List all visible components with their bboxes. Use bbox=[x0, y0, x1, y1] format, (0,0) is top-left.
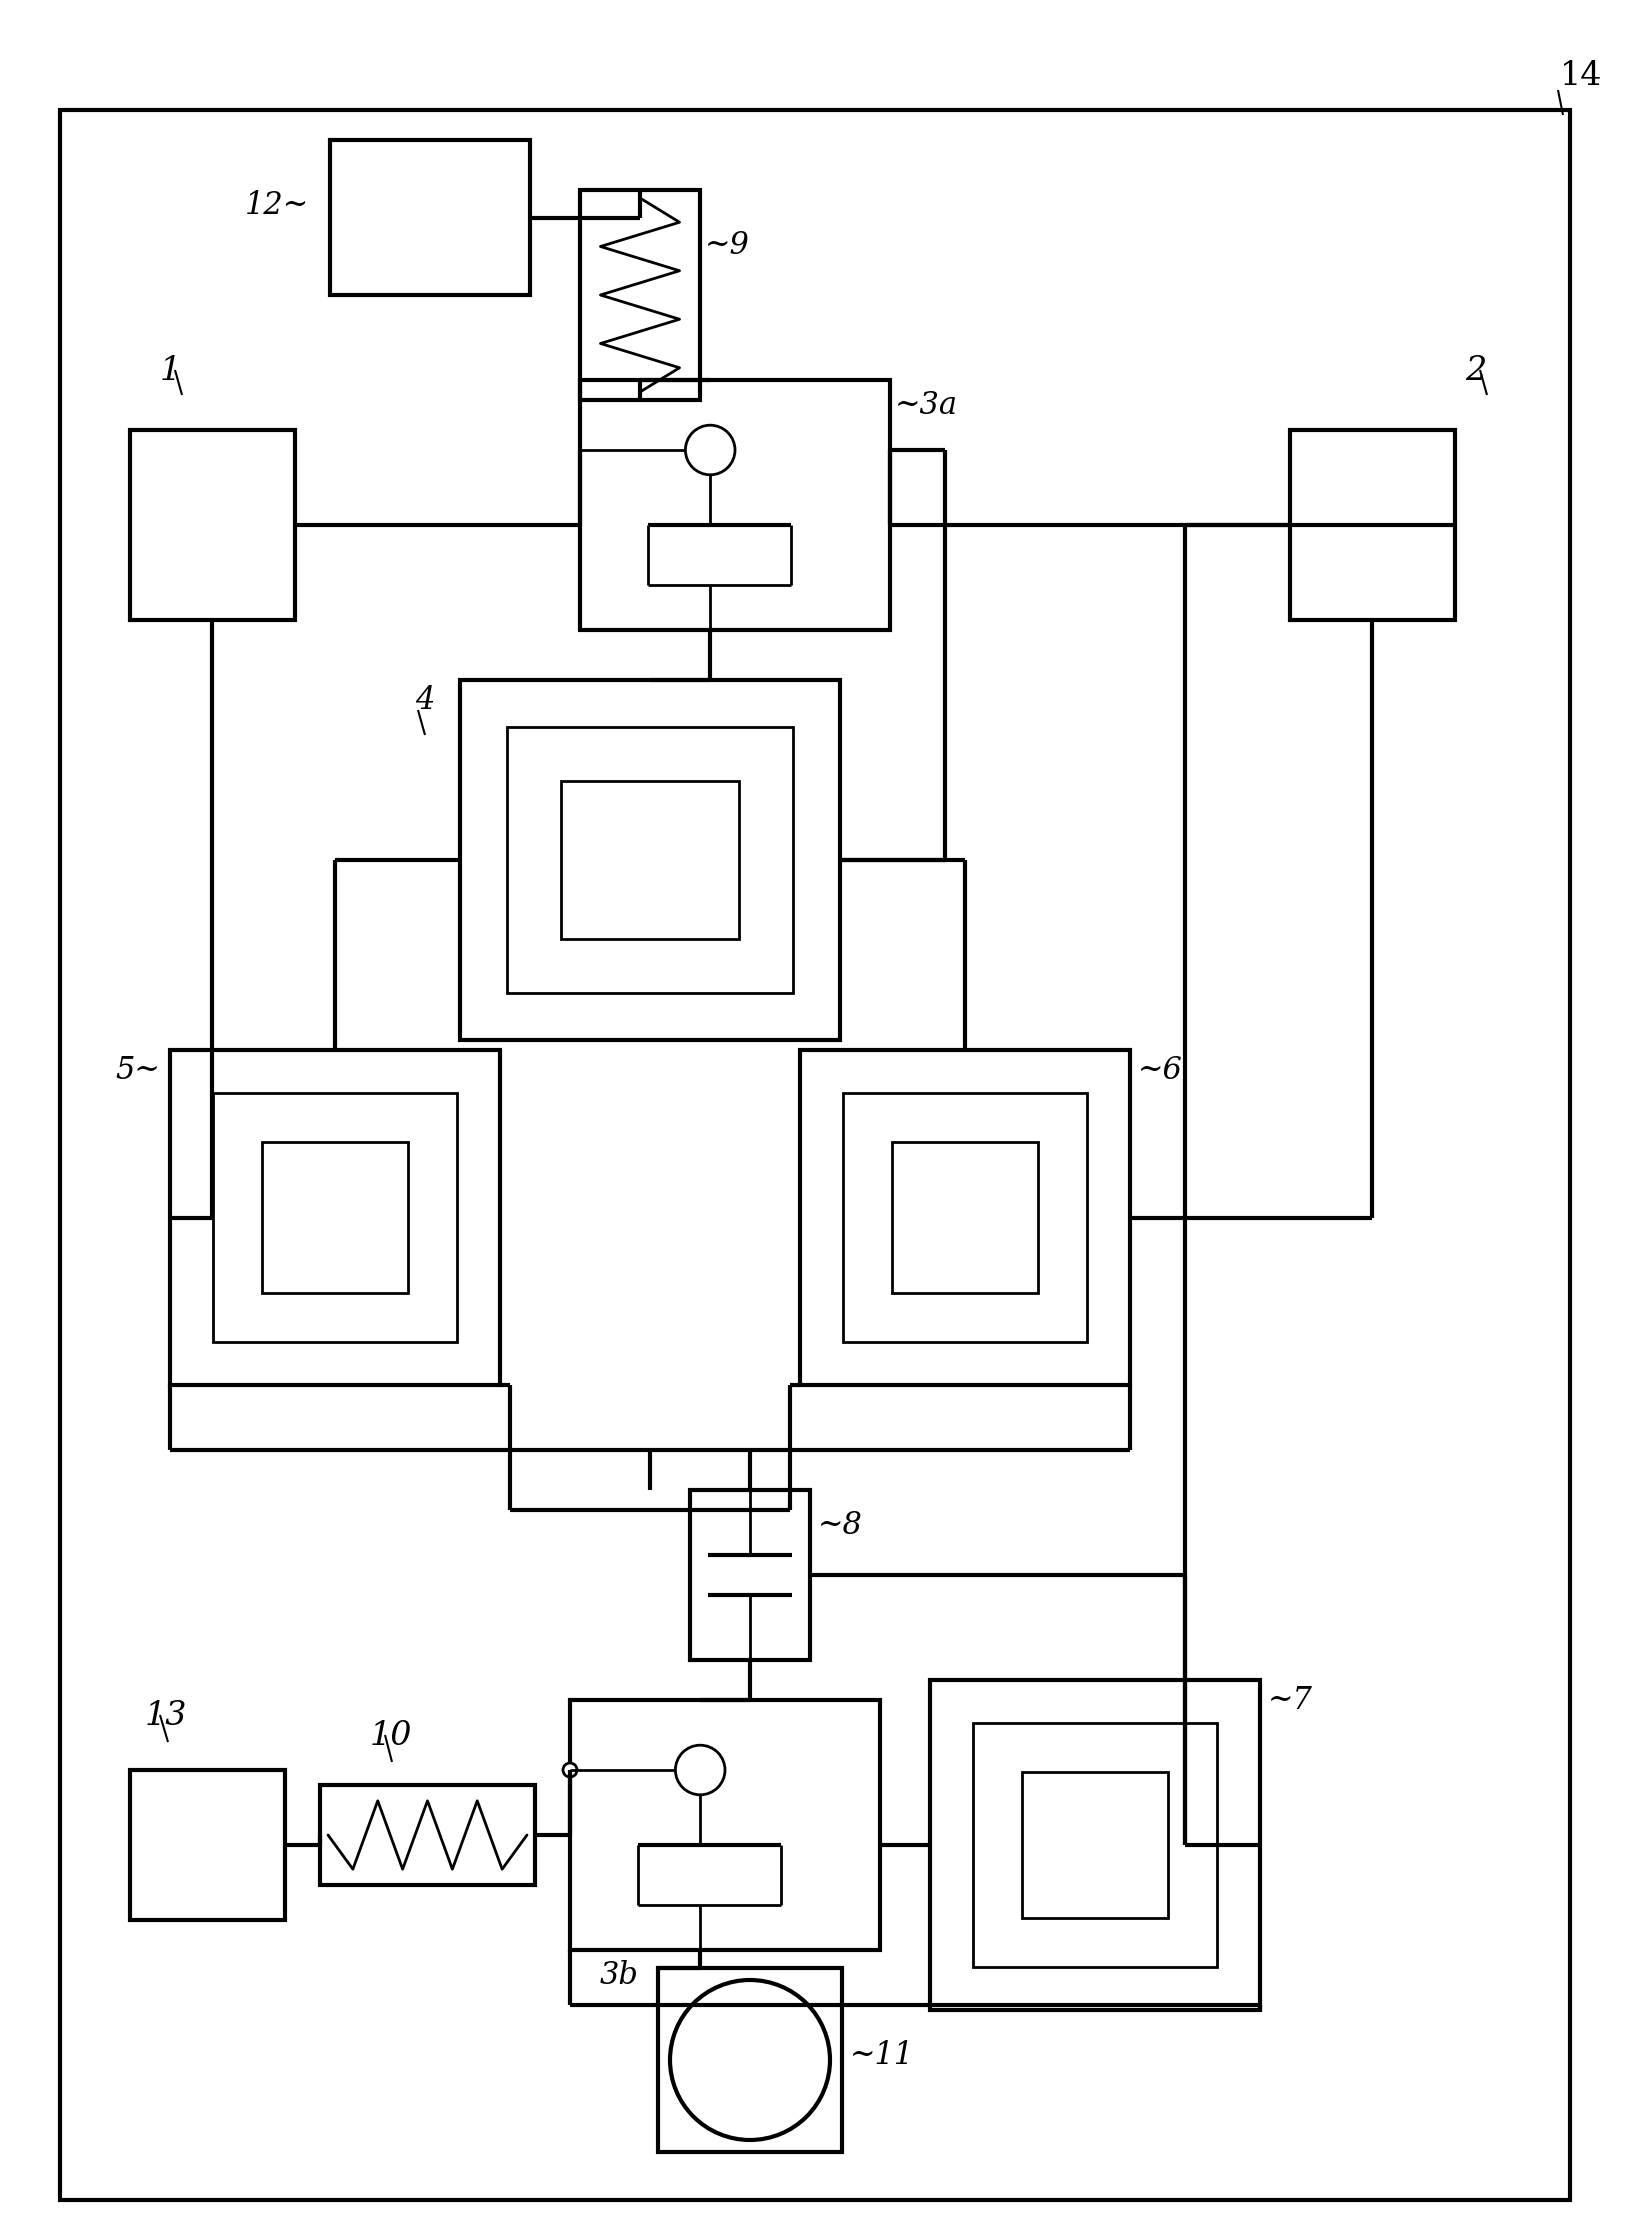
Bar bbox=[973, 1722, 1217, 1966]
Bar bbox=[331, 140, 529, 295]
Text: 3b: 3b bbox=[599, 1959, 639, 1990]
Circle shape bbox=[564, 1764, 577, 1777]
Text: 13: 13 bbox=[145, 1700, 187, 1733]
Bar bbox=[842, 1094, 1087, 1342]
Bar bbox=[213, 1094, 458, 1342]
Text: ~3a: ~3a bbox=[894, 391, 958, 422]
Text: 1: 1 bbox=[160, 355, 181, 386]
Bar bbox=[893, 1143, 1038, 1294]
Bar bbox=[1290, 430, 1455, 619]
Text: 5~: 5~ bbox=[116, 1054, 160, 1085]
Bar bbox=[262, 1143, 407, 1294]
Bar bbox=[507, 728, 793, 994]
Bar bbox=[580, 191, 700, 399]
Bar bbox=[169, 1050, 500, 1385]
Bar bbox=[130, 430, 295, 619]
Text: ~8: ~8 bbox=[818, 1509, 863, 1540]
Text: ~6: ~6 bbox=[1139, 1054, 1183, 1085]
Bar bbox=[560, 781, 740, 939]
Text: 4: 4 bbox=[415, 686, 435, 717]
Bar bbox=[930, 1680, 1259, 2010]
Text: 10: 10 bbox=[370, 1720, 412, 1753]
Text: 14: 14 bbox=[1561, 60, 1603, 91]
Bar bbox=[658, 1968, 842, 2152]
Text: ~9: ~9 bbox=[705, 231, 749, 262]
Text: ~11: ~11 bbox=[850, 2039, 914, 2070]
Bar bbox=[130, 1771, 285, 1919]
Text: ~7: ~7 bbox=[1267, 1684, 1313, 1715]
Bar bbox=[319, 1784, 534, 1884]
Bar bbox=[691, 1489, 810, 1660]
Bar bbox=[459, 679, 841, 1041]
Text: 12~: 12~ bbox=[244, 191, 310, 222]
Text: 2: 2 bbox=[1464, 355, 1486, 386]
Bar bbox=[570, 1700, 880, 1951]
Bar bbox=[580, 379, 889, 630]
Bar bbox=[800, 1050, 1131, 1385]
Bar bbox=[1023, 1773, 1168, 1917]
